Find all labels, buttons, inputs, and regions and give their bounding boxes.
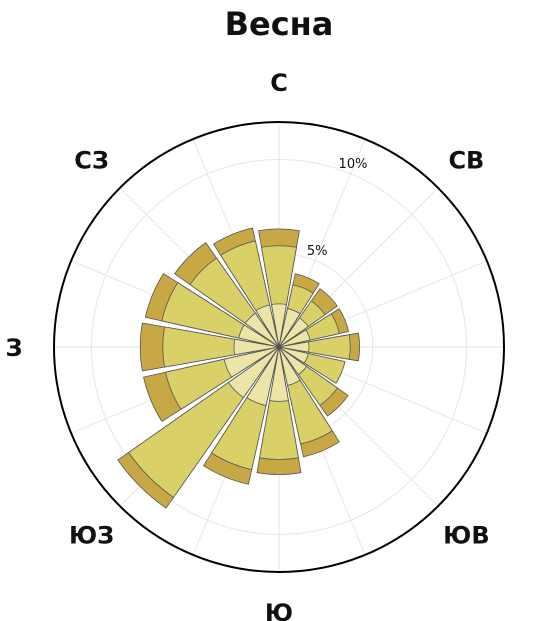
direction-label: З bbox=[5, 334, 22, 362]
wind-bar bbox=[246, 346, 280, 406]
wind-bar bbox=[238, 324, 280, 348]
wind-bar bbox=[278, 334, 351, 360]
direction-label: СЗ bbox=[74, 147, 109, 175]
wind-bar bbox=[278, 346, 308, 376]
direction-label: С bbox=[270, 69, 288, 97]
wind-bar bbox=[259, 346, 299, 460]
grid-ring bbox=[91, 159, 467, 535]
outer-circle bbox=[53, 121, 505, 573]
ring-labels: 5% 10% bbox=[307, 157, 368, 259]
ring-label: 5% bbox=[307, 244, 328, 259]
wind-bar bbox=[278, 346, 309, 364]
wind-bar bbox=[269, 346, 289, 402]
direction-label: ЮЗ bbox=[69, 521, 114, 549]
wind-bar bbox=[278, 346, 301, 386]
wind-bar bbox=[261, 245, 297, 348]
wind-bar bbox=[244, 312, 280, 348]
direction-label: В bbox=[535, 334, 537, 362]
wind-bar bbox=[162, 326, 280, 368]
direction-labels: С СВ В ЮВ Ю ЮЗ З СЗ bbox=[5, 69, 537, 621]
wind-bar bbox=[255, 304, 280, 348]
wind-bar bbox=[227, 346, 280, 399]
ring-label: 10% bbox=[339, 157, 368, 172]
wind-bar bbox=[278, 317, 309, 348]
chart-title: Весна bbox=[225, 5, 334, 43]
wind-bar bbox=[233, 338, 280, 356]
wind-bar bbox=[278, 329, 311, 348]
direction-label: Ю bbox=[265, 599, 293, 621]
wind-bar bbox=[278, 341, 310, 353]
wind-bar bbox=[223, 346, 280, 378]
direction-label: СВ bbox=[448, 147, 484, 175]
direction-label: ЮВ bbox=[443, 521, 489, 549]
wind-bar bbox=[278, 308, 301, 348]
wind-bars bbox=[117, 227, 361, 509]
wind-bar bbox=[271, 303, 287, 348]
